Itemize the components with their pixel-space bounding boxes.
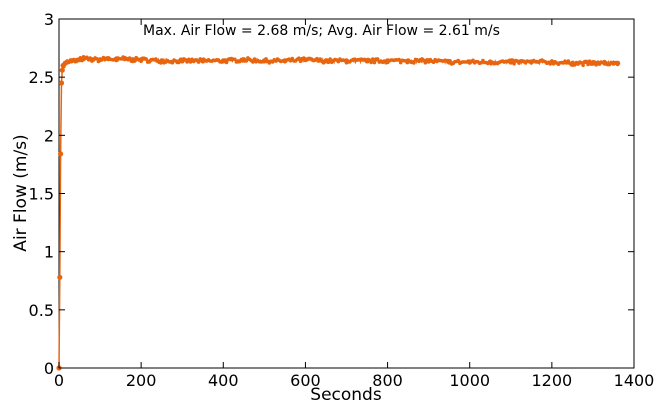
plot-area — [59, 19, 634, 368]
data-point — [406, 58, 411, 63]
data-point — [615, 61, 620, 66]
y-tick-label: 0 — [44, 359, 54, 378]
data-point — [344, 58, 349, 63]
data-point — [508, 59, 513, 64]
data-point — [323, 58, 328, 63]
data-point — [98, 57, 103, 62]
data-point — [130, 57, 135, 62]
y-tick-label: 2.5 — [29, 68, 54, 87]
data-point — [603, 61, 608, 66]
data-point — [426, 58, 431, 63]
data-point — [139, 57, 144, 62]
data-point — [57, 275, 62, 280]
x-tick-label: 1000 — [449, 371, 490, 390]
data-point — [282, 58, 287, 63]
data-point — [159, 58, 164, 63]
data-point — [200, 58, 205, 63]
data-point — [180, 58, 185, 63]
y-tick-label: 0.5 — [29, 301, 54, 320]
data-point — [303, 57, 308, 62]
data-point — [59, 80, 64, 85]
y-tick-label: 1.5 — [29, 185, 54, 204]
data-point — [81, 56, 86, 61]
data-point — [364, 58, 369, 63]
y-tick-label: 2 — [44, 126, 54, 145]
data-point — [590, 61, 595, 66]
data-point — [221, 58, 226, 63]
y-tick-label: 3 — [44, 10, 54, 29]
x-tick-label: 1400 — [614, 371, 655, 390]
data-point — [89, 57, 94, 62]
data-point — [106, 56, 111, 61]
x-tick-label: 0 — [54, 371, 64, 390]
data-point — [549, 59, 554, 64]
data-point — [467, 59, 472, 64]
data-point — [60, 68, 65, 73]
x-tick-label: 1200 — [531, 371, 572, 390]
data-point — [122, 56, 127, 61]
data-point — [241, 57, 246, 62]
data-point — [570, 61, 575, 66]
data-point — [447, 59, 452, 64]
y-tick-label: 1 — [44, 243, 54, 262]
annotation-text: Max. Air Flow = 2.68 m/s; Avg. Air Flow … — [143, 23, 500, 39]
y-axis-label: Air Flow (m/s) — [11, 134, 31, 251]
x-tick-label: 200 — [126, 371, 157, 390]
data-point — [488, 59, 493, 64]
data-point — [114, 57, 119, 62]
data-point — [58, 151, 63, 156]
data-point — [262, 58, 267, 63]
data-point — [529, 59, 534, 64]
x-axis-label: Seconds — [310, 385, 382, 401]
x-tick-label: 400 — [208, 371, 239, 390]
data-point — [385, 58, 390, 63]
